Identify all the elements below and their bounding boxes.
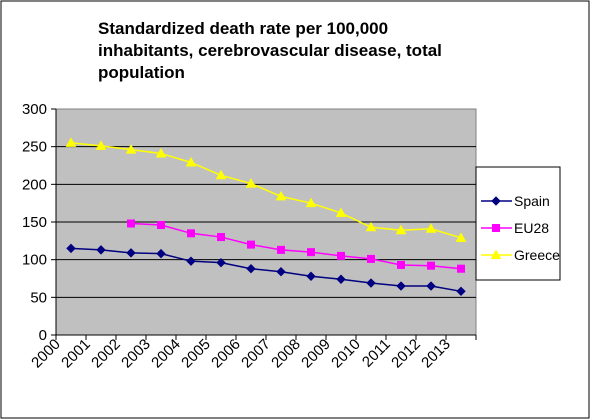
legend-marker-spain: [491, 196, 501, 206]
data-point-greece: [215, 169, 227, 180]
data-point-spain: [426, 281, 436, 291]
data-point-eu28: [157, 221, 165, 230]
legend-item-greece: Greece: [481, 247, 560, 263]
legend-label-spain: Spain: [514, 193, 550, 209]
series-greece: [65, 137, 467, 242]
legend-marker-eu28: [492, 224, 500, 232]
data-point-spain: [396, 281, 406, 291]
data-point-greece: [365, 221, 377, 232]
legend-label-eu28: EU28: [514, 220, 549, 236]
data-point-spain: [276, 267, 286, 277]
data-point-eu28: [427, 261, 435, 270]
data-point-eu28: [277, 245, 285, 254]
data-point-spain: [366, 278, 376, 288]
legend-label-greece: Greece: [514, 247, 560, 263]
chart-title-line-1: Standardized death rate per 100,000: [98, 19, 388, 38]
series-line-eu28: [130, 222, 462, 270]
data-point-greece: [155, 147, 167, 158]
data-point-spain: [456, 286, 466, 297]
data-point-eu28: [127, 219, 135, 228]
y-tick-label: 100: [22, 252, 47, 269]
data-point-greece: [185, 156, 197, 167]
data-point-greece: [455, 232, 467, 242]
data-point-spain: [156, 248, 166, 259]
data-point-eu28: [367, 254, 375, 263]
data-point-greece: [125, 144, 137, 154]
data-point-spain: [246, 263, 256, 274]
y-tick-label: 250: [22, 139, 47, 156]
data-point-spain: [216, 257, 226, 268]
series-eu28: [127, 219, 465, 273]
data-point-spain: [306, 271, 316, 281]
data-point-greece: [65, 137, 77, 147]
y-tick-label: 50: [30, 289, 47, 306]
chart-title-line-3: population: [98, 63, 185, 82]
data-point-greece: [245, 178, 257, 188]
data-point-spain: [336, 274, 346, 284]
data-point-eu28: [307, 248, 315, 257]
gridlines: [56, 146, 476, 298]
data-point-eu28: [337, 251, 345, 260]
data-point-greece: [275, 190, 287, 201]
series-line-greece: [70, 142, 462, 239]
data-point-spain: [66, 243, 76, 254]
data-point-greece: [395, 224, 407, 235]
y-tick-label: 300: [22, 101, 47, 118]
data-point-greece: [335, 207, 347, 217]
legend-item-eu28: EU28: [481, 220, 549, 236]
y-tick-label: 0: [39, 327, 47, 344]
data-point-spain: [96, 245, 106, 255]
legend: Spain EU28 Greece: [481, 193, 560, 263]
data-point-greece: [305, 197, 317, 208]
series-line-spain: [70, 247, 462, 293]
chart-title-line-2: inhabitants, cerebrovascular disease, to…: [98, 41, 442, 60]
data-point-eu28: [457, 264, 465, 273]
series: [65, 137, 467, 297]
data-point-spain: [186, 256, 196, 266]
data-point-eu28: [217, 233, 225, 242]
series-spain: [66, 243, 466, 297]
data-point-eu28: [187, 229, 195, 238]
data-point-greece: [425, 223, 437, 233]
legend-box: [475, 166, 561, 281]
data-point-eu28: [247, 240, 255, 249]
y-tick-label: 150: [22, 214, 47, 231]
y-tick-label: 200: [22, 176, 47, 193]
legend-marker-greece: [490, 249, 502, 259]
data-point-spain: [126, 248, 136, 258]
legend-item-spain: Spain: [481, 193, 550, 209]
data-point-greece: [95, 140, 107, 150]
data-point-eu28: [397, 260, 405, 269]
